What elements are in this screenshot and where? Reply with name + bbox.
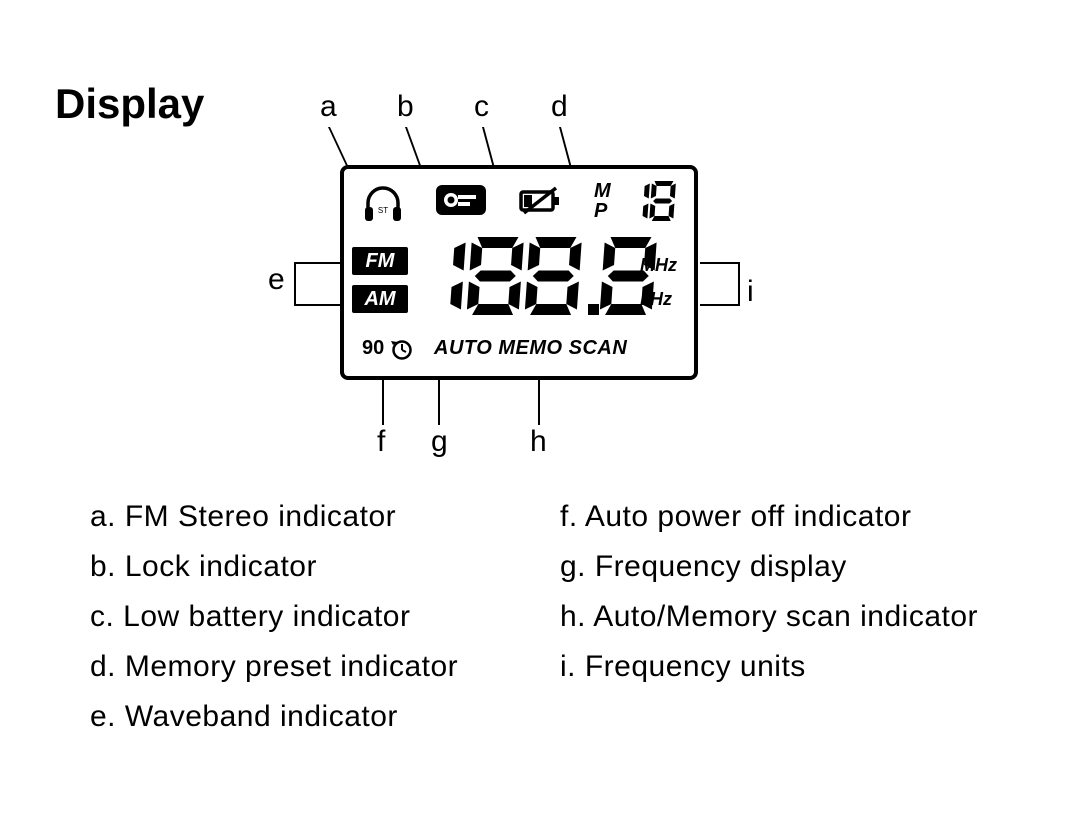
legend-g: g. Frequency display <box>560 542 978 592</box>
legend-f: f. Auto power off indicator <box>560 492 978 542</box>
callout-d: d <box>551 90 568 124</box>
auto-memo-scan-label: AUTO MEMO SCAN <box>434 337 627 360</box>
frequency-display <box>414 237 663 322</box>
mp-m: M <box>594 181 611 201</box>
mp-p: P <box>594 201 611 221</box>
leader-i-v <box>738 262 740 306</box>
auto-off-90: 90 <box>362 337 384 360</box>
callout-e: e <box>268 263 285 297</box>
legend-i: i. Frequency units <box>560 642 978 692</box>
leader-i-b <box>700 304 740 306</box>
battery-icon <box>518 185 564 222</box>
page: Display a b c d e i f g h ST <box>0 0 1080 836</box>
leader-e-v <box>294 262 296 306</box>
stereo-icon: ST <box>362 183 404 230</box>
clock-icon <box>391 339 413 366</box>
unit-mhz: MHz <box>640 255 677 276</box>
legend-h: h. Auto/Memory scan indicator <box>560 592 978 642</box>
callout-a: a <box>320 90 337 124</box>
lock-icon <box>436 185 486 215</box>
legend-c: c. Low battery indicator <box>90 592 458 642</box>
band-fm-badge: FM <box>352 247 408 275</box>
legend-b: b. Lock indicator <box>90 542 458 592</box>
lcd-top-row: ST <box>344 179 694 229</box>
callout-h: h <box>530 425 547 459</box>
unit-khz: kHz <box>640 289 672 310</box>
leader-i-t <box>700 262 740 264</box>
legend-e: e. Waveband indicator <box>90 692 458 742</box>
leader-e-b <box>294 304 340 306</box>
callout-g: g <box>431 425 448 459</box>
legend-left: a. FM Stereo indicator b. Lock indicator… <box>90 492 458 742</box>
callout-i: i <box>747 275 754 309</box>
callout-c: c <box>474 90 489 124</box>
page-title: Display <box>55 80 204 128</box>
band-am-badge: AM <box>352 285 408 313</box>
callout-b: b <box>397 90 414 124</box>
legend-a: a. FM Stereo indicator <box>90 492 458 542</box>
lcd-panel: ST <box>340 165 698 380</box>
memory-preset-label: M P <box>594 181 611 221</box>
leader-e-t <box>294 262 340 264</box>
preset-number <box>626 181 678 228</box>
legend-d: d. Memory preset indicator <box>90 642 458 692</box>
callout-f: f <box>377 425 385 459</box>
legend-right: f. Auto power off indicator g. Frequency… <box>560 492 978 692</box>
stereo-label: ST <box>378 206 388 215</box>
